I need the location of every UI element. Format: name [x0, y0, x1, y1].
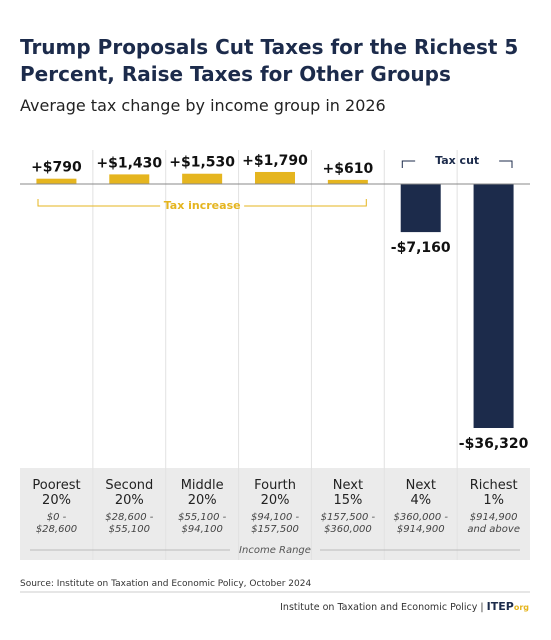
income-range: $28,600 - $55,100: [105, 512, 154, 535]
logo: ITEP: [486, 600, 514, 613]
bar: [327, 179, 368, 184]
value-label: +$790: [31, 160, 82, 176]
bracket-label: Tax increase: [164, 199, 241, 212]
x-axis-label: Income Range: [239, 545, 311, 556]
income-range: $0 - $28,600: [35, 512, 78, 535]
value-label: -$36,320: [459, 436, 529, 452]
bar: [255, 171, 295, 184]
income-range: $360,000 - $914,900: [393, 512, 449, 535]
value-label: -$7,160: [391, 240, 451, 256]
category-label: Next 4%: [405, 478, 436, 508]
chart-subtitle: Average tax change by income group in 20…: [20, 96, 386, 115]
chart-title: Trump Proposals Cut Taxes for the Riches…: [20, 35, 519, 86]
bracket: [401, 160, 513, 168]
bar: [473, 184, 514, 428]
value-label: +$610: [323, 161, 374, 177]
bar: [109, 174, 150, 184]
category-label: Second 20%: [105, 478, 154, 508]
income-range: $914,900 and above: [467, 512, 520, 535]
bar: [400, 184, 441, 233]
label-area: [20, 468, 530, 560]
category-label: Fourth 20%: [254, 478, 296, 508]
category-label: Poorest 20%: [32, 478, 81, 508]
income-range: $157,500 - $360,000: [320, 512, 376, 535]
bracket: [37, 199, 367, 207]
footer: Institute on Taxation and Economic Polic…: [280, 600, 529, 613]
value-label: +$1,430: [96, 155, 162, 171]
logo-suffix: org: [513, 603, 529, 612]
income-range: $55,100 - $94,100: [178, 512, 227, 535]
category-label: Richest 1%: [469, 478, 518, 508]
footer-org: Institute on Taxation and Economic Polic…: [280, 602, 478, 613]
bar: [36, 178, 77, 184]
bar: [182, 173, 223, 184]
category-label: Middle 20%: [180, 478, 224, 508]
bracket-label: Tax cut: [435, 154, 479, 167]
category-label: Next 15%: [332, 478, 364, 508]
value-label: +$1,790: [242, 153, 308, 169]
income-range: $94,100 - $157,500: [250, 512, 300, 535]
value-label: +$1,530: [169, 155, 235, 171]
source: Source: Institute on Taxation and Econom…: [20, 579, 312, 589]
